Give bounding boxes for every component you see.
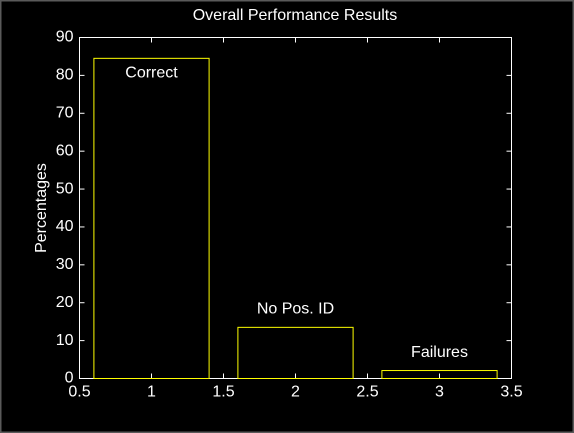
chart-title: Overall Performance Results xyxy=(193,7,398,24)
y-tick-label: 70 xyxy=(56,104,74,121)
bar-label: Correct xyxy=(125,65,178,82)
y-tick-label: 90 xyxy=(56,29,74,46)
y-tick-label: 60 xyxy=(56,142,74,159)
x-tick-label: 3.5 xyxy=(500,384,522,401)
y-tick-label: 10 xyxy=(56,332,74,349)
y-tick-label: 50 xyxy=(56,180,74,197)
bar xyxy=(93,57,210,379)
bar-label: No Pos. ID xyxy=(257,301,334,318)
bar xyxy=(237,326,354,380)
x-tick-label: 0.5 xyxy=(68,384,90,401)
y-tick-label: 30 xyxy=(56,256,74,273)
x-tick-label: 1.5 xyxy=(212,384,234,401)
y-tick-label: 40 xyxy=(56,218,74,235)
x-tick-label: 2.5 xyxy=(356,384,378,401)
x-tick-label: 1 xyxy=(147,384,156,401)
y-tick-label: 0 xyxy=(65,370,74,387)
x-tick-label: 3 xyxy=(435,384,444,401)
y-tick-label: 80 xyxy=(56,67,74,84)
y-axis-label: Percentages xyxy=(33,163,50,253)
x-tick-label: 2 xyxy=(291,384,300,401)
bar-label: Failures xyxy=(411,344,468,361)
bar xyxy=(381,370,498,380)
y-tick-label: 20 xyxy=(56,294,74,311)
